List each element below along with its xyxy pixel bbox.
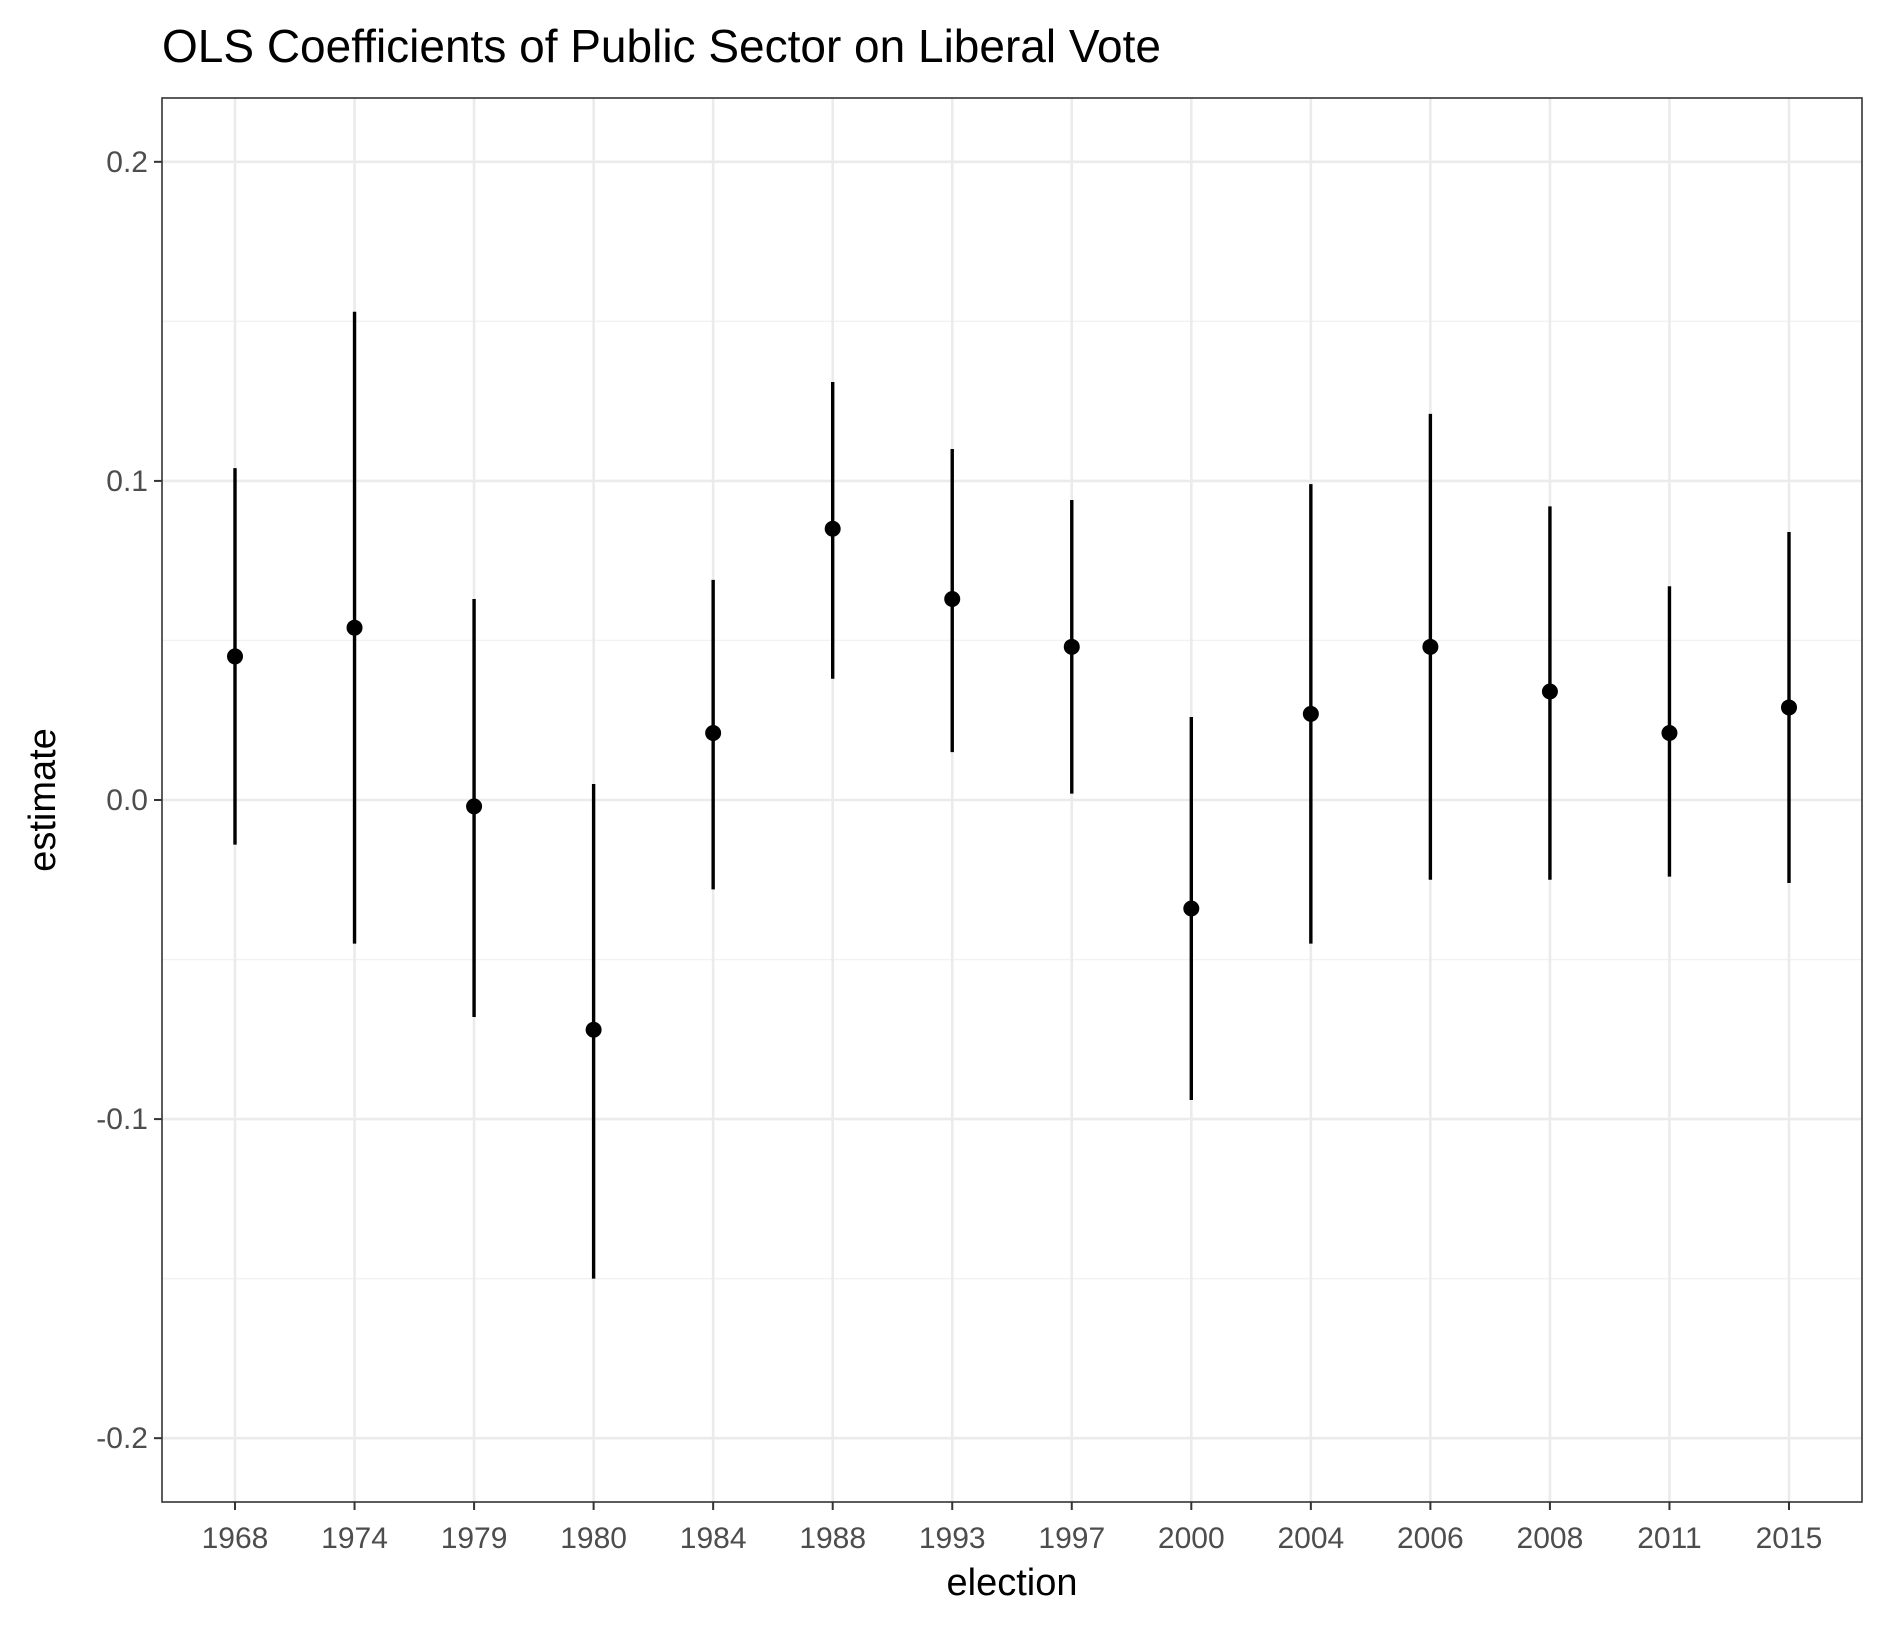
chart-title: OLS Coefficients of Public Sector on Lib… — [162, 20, 1161, 72]
x-tick-label-2015: 2015 — [1756, 1522, 1823, 1555]
x-tick-label-1974: 1974 — [321, 1522, 388, 1555]
point-1993 — [944, 590, 961, 607]
data-marks — [227, 311, 1797, 1279]
minor-grid — [162, 320, 1862, 1280]
y-axis: -0.2 -0.1 0.0 0.1 0.2 — [96, 146, 162, 1455]
y-axis-title: estimate — [22, 728, 64, 872]
y-tick-label: -0.1 — [96, 1103, 148, 1136]
point-2008 — [1541, 683, 1558, 700]
major-grid — [162, 98, 1862, 1502]
x-tick-label-1988: 1988 — [799, 1522, 866, 1555]
point-1968 — [227, 648, 243, 665]
point-2000 — [1183, 900, 1200, 917]
y-tick-label: -0.2 — [96, 1422, 148, 1455]
y-tick-label: 0.1 — [106, 465, 148, 498]
x-tick-label-2006: 2006 — [1397, 1522, 1464, 1555]
x-tick-label-1980: 1980 — [560, 1522, 627, 1555]
x-axis-title: election — [947, 1562, 1078, 1604]
point-2015 — [1781, 699, 1797, 716]
point-1980 — [585, 1021, 602, 1038]
x-axis: 1968 1974 1979 1980 1984 1988 1993 1997 2000 2004… — [202, 1502, 1823, 1555]
x-tick-label-1997: 1997 — [1038, 1522, 1105, 1555]
y-tick-label: 0.0 — [106, 784, 148, 817]
x-tick-label-1984: 1984 — [680, 1522, 747, 1555]
x-tick-label-2000: 2000 — [1158, 1522, 1225, 1555]
point-2011 — [1661, 724, 1678, 741]
point-2006 — [1422, 638, 1439, 655]
point-1974 — [346, 619, 363, 636]
x-tick-label-2011: 2011 — [1637, 1522, 1702, 1555]
point-1997 — [1063, 638, 1080, 655]
x-tick-label-1979: 1979 — [441, 1522, 508, 1555]
x-tick-label-1968: 1968 — [202, 1522, 269, 1555]
x-tick-label-2004: 2004 — [1277, 1522, 1344, 1555]
y-tick-label: 0.2 — [106, 146, 148, 179]
point-1984 — [705, 724, 722, 741]
x-tick-label-1993: 1993 — [919, 1522, 986, 1555]
point-1988 — [824, 520, 841, 537]
x-tick-label-2008: 2008 — [1517, 1522, 1584, 1555]
point-1979 — [466, 798, 483, 815]
point-2004 — [1302, 705, 1319, 722]
